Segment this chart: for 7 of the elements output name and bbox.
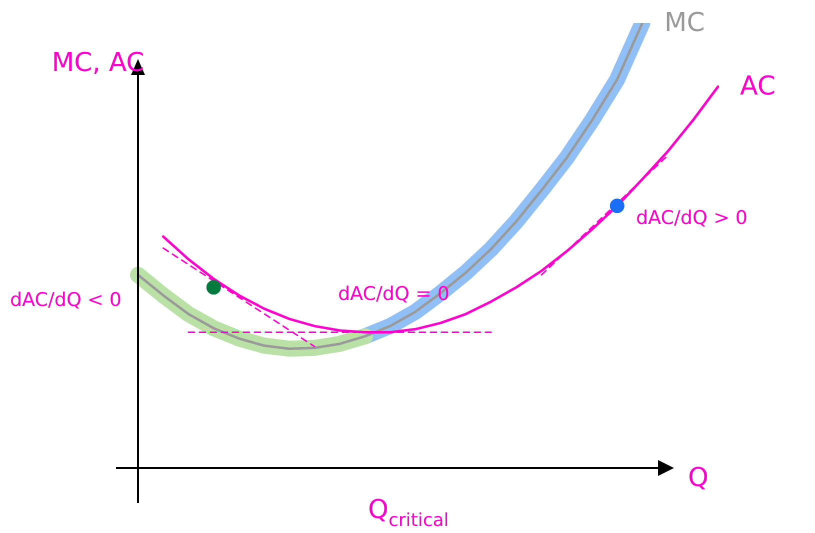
annotation: dAC/dQ = 0: [338, 283, 450, 305]
series-label: AC: [740, 72, 776, 102]
series-label: MC: [664, 8, 705, 38]
x-axis-title: Q: [688, 463, 708, 493]
text: dAC/dQ < 0: [10, 289, 122, 311]
y-axis-title: MC, AC: [52, 48, 144, 78]
annotation: dAC/dQ > 0: [636, 207, 748, 229]
